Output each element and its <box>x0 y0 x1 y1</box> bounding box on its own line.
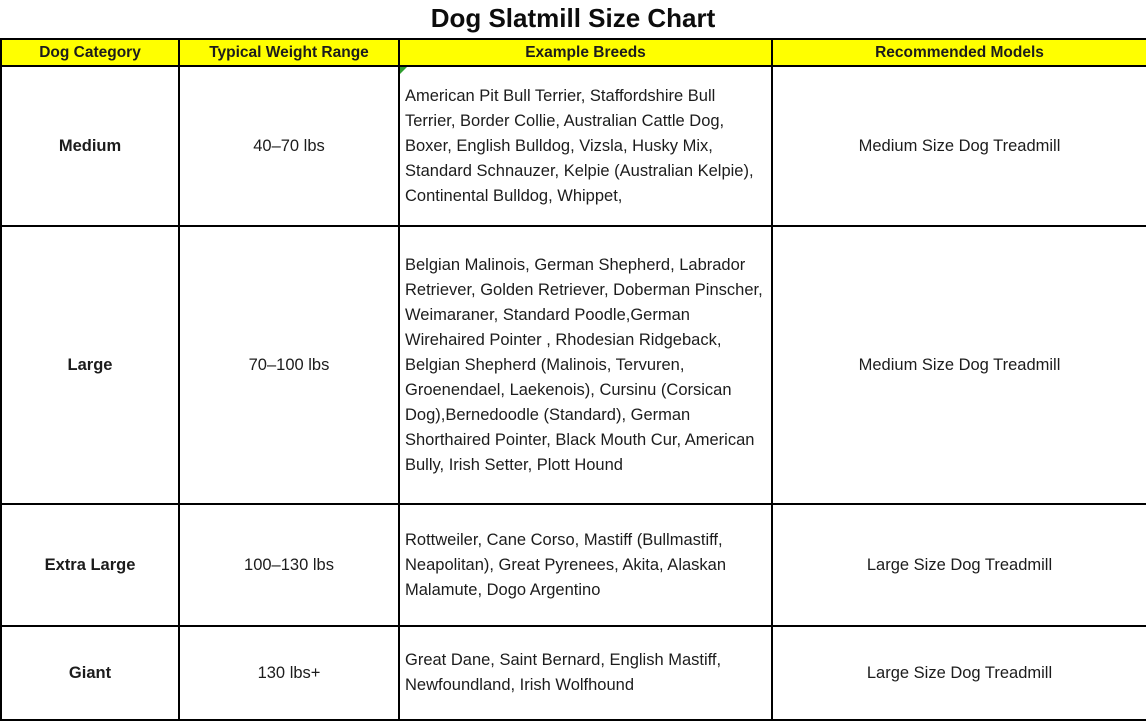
column-header-recommended-models: Recommended Models <box>771 38 1146 67</box>
cell-note-flag-icon <box>400 67 407 74</box>
table-row-large: Large 70–100 lbs Belgian Malinois, Germa… <box>0 225 1146 505</box>
example-breeds-text: Great Dane, Saint Bernard, English Masti… <box>405 651 722 694</box>
page-title: Dog Slatmill Size Chart <box>430 3 716 33</box>
recommended-model-cell: Medium Size Dog Treadmill <box>771 225 1146 505</box>
category-cell: Giant <box>0 625 180 721</box>
weight-range-cell: 130 lbs+ <box>178 625 400 721</box>
weight-range-cell: 100–130 lbs <box>178 503 400 627</box>
column-header-dog-category: Dog Category <box>0 38 180 67</box>
recommended-model-cell: Large Size Dog Treadmill <box>771 503 1146 627</box>
size-chart-table: Dog Category Typical Weight Range Exampl… <box>0 38 1146 721</box>
example-breeds-text: Belgian Malinois, German Shepherd, Labra… <box>405 255 763 474</box>
table-row-giant: Giant 130 lbs+ Great Dane, Saint Bernard… <box>0 625 1146 721</box>
table-row-extra-large: Extra Large 100–130 lbs Rottweiler, Cane… <box>0 503 1146 627</box>
example-breeds-cell: Great Dane, Saint Bernard, English Masti… <box>398 625 773 721</box>
example-breeds-cell: Rottweiler, Cane Corso, Mastiff (Bullmas… <box>398 503 773 627</box>
weight-range-cell: 70–100 lbs <box>178 225 400 505</box>
example-breeds-text: Rottweiler, Cane Corso, Mastiff (Bullmas… <box>405 530 727 599</box>
recommended-model-cell: Medium Size Dog Treadmill <box>771 65 1146 227</box>
example-breeds-text: American Pit Bull Terrier, Staffordshire… <box>405 86 754 205</box>
weight-range-cell: 40–70 lbs <box>178 65 400 227</box>
example-breeds-cell: Belgian Malinois, German Shepherd, Labra… <box>398 225 773 505</box>
table-header-row: Dog Category Typical Weight Range Exampl… <box>0 38 1146 67</box>
example-breeds-cell: American Pit Bull Terrier, Staffordshire… <box>398 65 773 227</box>
category-cell: Extra Large <box>0 503 180 627</box>
table-row-medium: Medium 40–70 lbs American Pit Bull Terri… <box>0 65 1146 227</box>
column-header-typical-weight-range: Typical Weight Range <box>178 38 400 67</box>
recommended-model-cell: Large Size Dog Treadmill <box>771 625 1146 721</box>
category-cell: Large <box>0 225 180 505</box>
category-cell: Medium <box>0 65 180 227</box>
column-header-example-breeds: Example Breeds <box>398 38 773 67</box>
